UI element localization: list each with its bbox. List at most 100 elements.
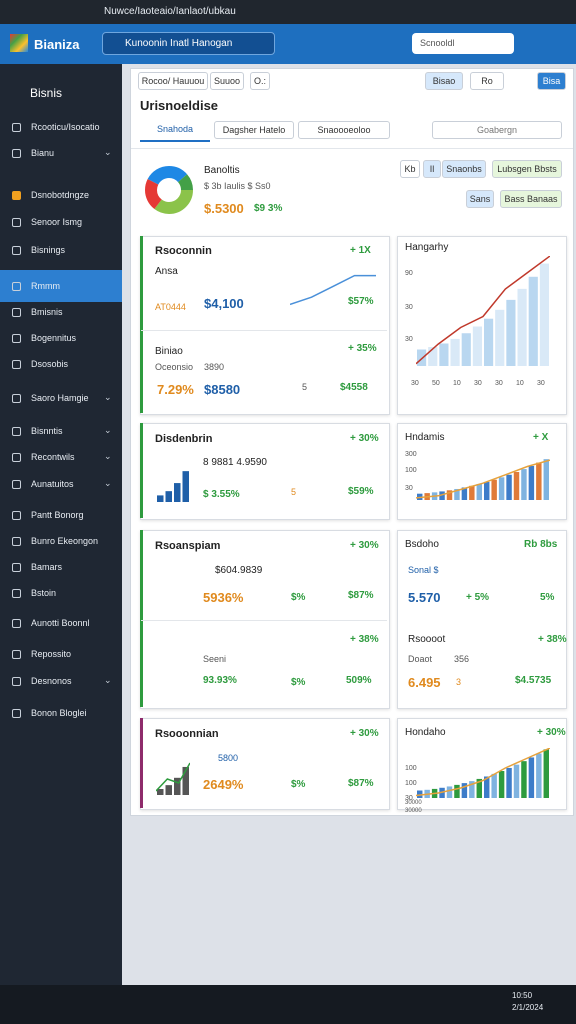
brand: Bianiza xyxy=(34,37,80,52)
sidebar-icon xyxy=(12,394,21,403)
card-text: + 30% xyxy=(350,433,379,444)
card-text: + 38% xyxy=(350,634,379,645)
button[interactable]: Goabergn xyxy=(432,121,562,139)
sidebar-item[interactable]: Bogennitus xyxy=(31,333,77,343)
search-right[interactable] xyxy=(412,33,514,54)
button[interactable]: Bisao xyxy=(425,72,463,90)
sidebar-item[interactable]: Bunro Ekeongon xyxy=(31,536,99,546)
tick-label: 30 xyxy=(537,380,545,387)
sidebar-icon xyxy=(12,589,21,598)
card-accent xyxy=(140,236,143,413)
button[interactable]: Snaonbs xyxy=(442,160,486,178)
sidebar-icon xyxy=(12,619,21,628)
sidebar-item[interactable]: Bonon Bloglei xyxy=(31,708,87,718)
tick-label: 90 xyxy=(405,270,413,277)
sidebar-item[interactable]: Aunotti Boonnl xyxy=(31,618,90,628)
summary-change: $9 3% xyxy=(254,203,283,214)
sidebar-icon xyxy=(12,360,21,369)
tick-label: 50 xyxy=(432,380,440,387)
sidebar-item[interactable]: Rmmm xyxy=(31,281,60,291)
button[interactable]: Kb xyxy=(400,160,420,178)
card-divider xyxy=(141,620,387,621)
button[interactable]: Il xyxy=(423,160,441,178)
card-text: + 5% xyxy=(466,592,490,603)
card-text: Ansa xyxy=(155,266,178,277)
tick-label: 30 xyxy=(495,380,503,387)
sidebar-item[interactable]: Repossito xyxy=(31,649,72,659)
chevron: ⌄ xyxy=(104,478,112,488)
summary-value: $.5300 xyxy=(204,201,244,216)
card-text: 3 xyxy=(456,677,462,687)
button[interactable]: Suuoo xyxy=(210,72,244,90)
mini-chart xyxy=(156,762,190,795)
button[interactable]: Bisa xyxy=(537,72,566,90)
sidebar-icon xyxy=(12,537,21,546)
sidebar-item[interactable]: Aunatuitos xyxy=(31,479,74,489)
sidebar-item[interactable]: Bstoin xyxy=(31,588,57,598)
sidebar-item[interactable]: Dsnobotdngze xyxy=(31,190,90,200)
url: Nuwce/Iaoteaio/Ianlaot/ubkau xyxy=(104,6,236,17)
card-text: $57% xyxy=(348,296,374,307)
mini-chart xyxy=(157,471,189,502)
chevron: ⌄ xyxy=(104,147,112,157)
sidebar-item[interactable]: Dsosobis xyxy=(31,359,69,369)
card-text: Rsoconnin xyxy=(155,245,212,257)
card-accent xyxy=(140,423,143,518)
card-text: $4558 xyxy=(340,382,368,393)
sidebar-item[interactable]: Bianu xyxy=(31,148,55,158)
tick-label: 30 xyxy=(474,380,482,387)
card-text: Disdenbrin xyxy=(155,433,213,445)
button[interactable]: Bass Banaas xyxy=(500,190,562,208)
search-right-text: Scnooldl xyxy=(420,38,455,48)
sidebar-icon xyxy=(12,650,21,659)
sidebar-icon xyxy=(12,677,21,686)
card-divider xyxy=(141,330,387,331)
search-box[interactable] xyxy=(102,32,275,55)
donut xyxy=(145,166,193,214)
card-text: + 35% xyxy=(348,343,377,354)
card-text: $87% xyxy=(348,590,374,601)
tick-label: 30 xyxy=(405,304,413,311)
mini-chart xyxy=(416,748,550,798)
sidebar-icon xyxy=(12,427,21,436)
card-text: 2649% xyxy=(203,777,244,792)
clock: 10:50 xyxy=(512,991,533,1000)
card-text: Sonal $ xyxy=(408,565,439,575)
button[interactable]: Snahoda xyxy=(142,121,208,139)
card-text: + 30% xyxy=(350,540,379,551)
tick-label: 30 xyxy=(405,485,413,492)
card-text: Rsoooot xyxy=(408,634,446,645)
button[interactable]: Ro xyxy=(470,72,504,90)
logo xyxy=(10,34,28,52)
button[interactable]: Lubsgen Bbsts xyxy=(492,160,562,178)
card-text: Hndamis xyxy=(405,432,445,443)
button[interactable]: Snaoooeoloo xyxy=(298,121,390,139)
chevron: ⌄ xyxy=(104,451,112,461)
card xyxy=(140,530,390,709)
card-text: Biniao xyxy=(155,346,183,357)
card-text: 93.93% xyxy=(203,675,237,686)
button[interactable]: Dagsher Hatelo xyxy=(214,121,294,139)
button[interactable]: Rocoo/ Hauuou xyxy=(138,72,208,90)
card xyxy=(140,718,390,810)
sidebar-item[interactable]: Saoro Hamgie xyxy=(31,393,89,403)
card-text: $% xyxy=(291,592,306,603)
sidebar-item[interactable]: Bmisnis xyxy=(31,307,63,317)
sidebar-item[interactable]: Bisnntis xyxy=(31,426,63,436)
sidebar-item[interactable]: Desnonos xyxy=(31,676,72,686)
button[interactable]: Sans xyxy=(466,190,494,208)
card-text: AT0444 xyxy=(155,302,186,312)
tick-label: 100 xyxy=(405,765,417,772)
tick-label: 30000 xyxy=(405,800,422,806)
card xyxy=(140,423,390,520)
sidebar-item[interactable]: Pantt Bonorg xyxy=(31,510,84,520)
button[interactable]: O.: xyxy=(250,72,270,90)
sidebar-item[interactable]: Rcooticu/Isocatio xyxy=(31,122,100,132)
sidebar-item[interactable]: Bamars xyxy=(31,562,63,572)
sidebar-item[interactable]: Recontwils xyxy=(31,452,75,462)
sidebar-icon xyxy=(12,480,21,489)
card xyxy=(397,530,567,709)
sidebar-item[interactable]: Bisnings xyxy=(31,245,66,255)
sidebar-item[interactable]: Senoor Ismg xyxy=(31,217,83,227)
date: 2/1/2024 xyxy=(512,1003,544,1012)
